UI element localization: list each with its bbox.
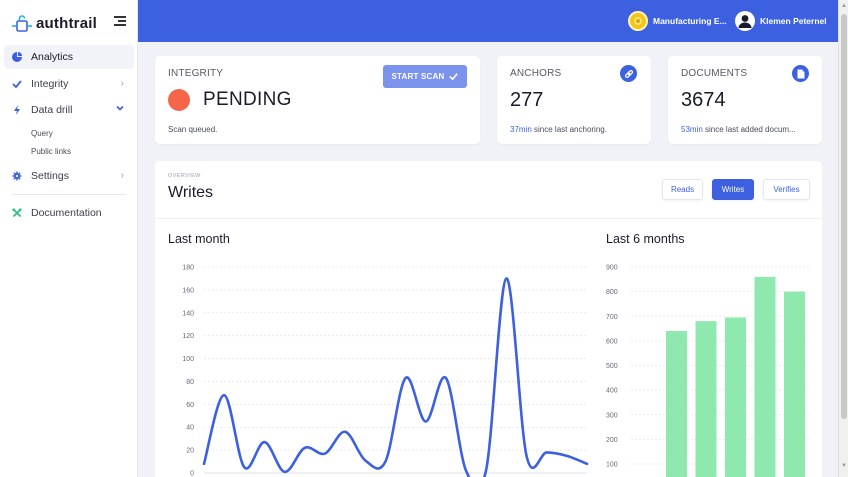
anchors-note-text: since last anchoring. (531, 125, 607, 134)
bar-chart-y-tick: 400 (606, 388, 618, 395)
documents-elapsed: 53min (681, 125, 703, 134)
topbar: Manufacturing E... Klemen Peternel (138, 0, 838, 42)
scroll-up-icon[interactable]: ▲ (841, 3, 847, 9)
bar-chart-y-tick: 800 (606, 289, 618, 296)
bar-chart-y-tick: 600 (606, 338, 618, 345)
bar-chart-y-tick: 100 (606, 462, 618, 469)
overview-title: Writes (168, 184, 214, 201)
line-chart-y-tick: 160 (182, 287, 194, 294)
start-scan-label: START SCAN (391, 72, 445, 81)
line-chart-y-tick: 20 (186, 448, 194, 455)
line-chart-y-tick: 180 (182, 265, 194, 272)
documents-note-text: since last added docum... (702, 125, 796, 134)
sidebar-item-settings[interactable]: Settings › (4, 164, 134, 188)
anchors-count: 277 (510, 89, 544, 111)
gear-icon (12, 171, 22, 181)
integrity-card: INTEGRITY PENDING START SCAN Scan queued… (155, 56, 480, 144)
tab-reads[interactable]: Reads (662, 179, 703, 200)
line-chart-y-tick: 100 (182, 356, 194, 363)
integrity-note: Scan queued. (168, 125, 218, 134)
bar-chart-y-tick: 200 (606, 437, 618, 444)
pie-chart-icon (12, 52, 22, 62)
scroll-down-icon[interactable]: ▼ (841, 463, 847, 469)
anchors-elapsed: 37min (510, 125, 532, 134)
bar-chart-bar[interactable] (784, 291, 805, 477)
tab-verifies[interactable]: Verifies (763, 179, 810, 200)
chevron-down-icon (116, 104, 124, 115)
document-icon (792, 65, 809, 82)
bar-chart-y-tick: 700 (606, 314, 618, 321)
link-icon (620, 65, 637, 82)
bar-chart: 100 200 300 400 500 600 700 800 900 (606, 265, 809, 477)
sidebar-item-label: Settings (31, 169, 69, 182)
organization-switcher[interactable]: Manufacturing E... (628, 10, 727, 32)
anchors-label: ANCHORS (510, 68, 562, 79)
bar-chart-y-tick: 900 (606, 265, 618, 272)
line-chart-y-tick: 80 (186, 379, 194, 386)
user-name: Klemen Peternel (760, 16, 827, 26)
sidebar-item-data-drill[interactable]: Data drill (4, 98, 134, 122)
status-indicator (168, 89, 190, 111)
sidebar-item-label: Integrity (31, 77, 69, 90)
user-menu[interactable]: Klemen Peternel (735, 10, 827, 32)
brand-logo[interactable]: authtrail (12, 12, 97, 34)
line-chart-title: Last month (168, 232, 230, 246)
anchors-card: ANCHORS 277 37min since last anchoring. (497, 56, 651, 144)
check-icon (449, 73, 459, 81)
line-chart: 0 20 40 60 80 100 120 140 160 180 (182, 265, 589, 477)
organization-name: Manufacturing E... (653, 16, 727, 26)
documents-label: DOCUMENTS (681, 68, 748, 79)
menu-toggle-icon[interactable] (114, 16, 126, 26)
overview-card: OVERVIEW Writes Reads Writes Verifies La… (155, 161, 822, 477)
anchors-note: 37min since last anchoring. (510, 125, 642, 134)
documents-note: 53min since last added docum... (681, 125, 813, 134)
sidebar-item-analytics[interactable]: Analytics (4, 45, 134, 69)
app-name: authtrail (36, 14, 97, 32)
sidebar-item-label: Documentation (31, 206, 102, 219)
integrity-status: PENDING (203, 89, 292, 110)
avatar (735, 11, 755, 31)
scrollbar-thumb[interactable] (841, 14, 847, 419)
sidebar-subitem-query[interactable]: Query (31, 129, 53, 138)
integrity-label: INTEGRITY (168, 68, 224, 79)
bar-chart-y-tick: 300 (606, 412, 618, 419)
bar-chart-bar[interactable] (725, 317, 746, 477)
documents-count: 3674 (681, 89, 726, 111)
line-chart-y-tick: 40 (186, 425, 194, 432)
tab-writes[interactable]: Writes (712, 179, 754, 200)
bolt-icon (12, 105, 22, 115)
bar-chart-y-tick: 500 (606, 363, 618, 370)
organization-avatar (628, 11, 648, 31)
tools-icon (12, 207, 22, 218)
bar-chart-bar[interactable] (754, 276, 776, 477)
line-chart-y-tick: 60 (186, 402, 194, 409)
sidebar-divider (12, 193, 126, 195)
line-chart-y-tick: 120 (182, 333, 194, 340)
chevron-right-icon: › (120, 77, 124, 89)
sidebar-item-documentation[interactable]: Documentation (4, 201, 134, 225)
page-scrollbar[interactable]: ▲ ▼ (838, 0, 848, 477)
sidebar-item-label: Analytics (31, 51, 74, 63)
authtrail-logo-icon (12, 15, 32, 32)
sidebar: authtrail Analytics Integrity › Data dri… (0, 0, 138, 477)
chevron-right-icon: › (120, 169, 124, 181)
sidebar-subitem-public-links[interactable]: Public links (31, 147, 72, 156)
sidebar-item-integrity[interactable]: Integrity › (4, 72, 134, 96)
check-icon (12, 79, 22, 89)
sidebar-nav: Analytics Integrity › Data drill Query P… (4, 45, 134, 227)
line-chart-y-tick: 0 (190, 471, 194, 477)
line-chart-series-writes (202, 277, 589, 477)
overview-kicker: OVERVIEW (168, 173, 201, 179)
bar-chart-title: Last 6 months (606, 232, 685, 246)
documents-card: DOCUMENTS 3674 53min since last added do… (668, 56, 822, 144)
bar-chart-bar[interactable] (666, 331, 687, 477)
overview-divider (155, 218, 822, 219)
start-scan-button[interactable]: START SCAN (383, 65, 467, 88)
bar-chart-bar[interactable] (695, 321, 717, 477)
sidebar-item-label: Data drill (31, 104, 73, 116)
line-chart-y-tick: 140 (182, 310, 194, 317)
